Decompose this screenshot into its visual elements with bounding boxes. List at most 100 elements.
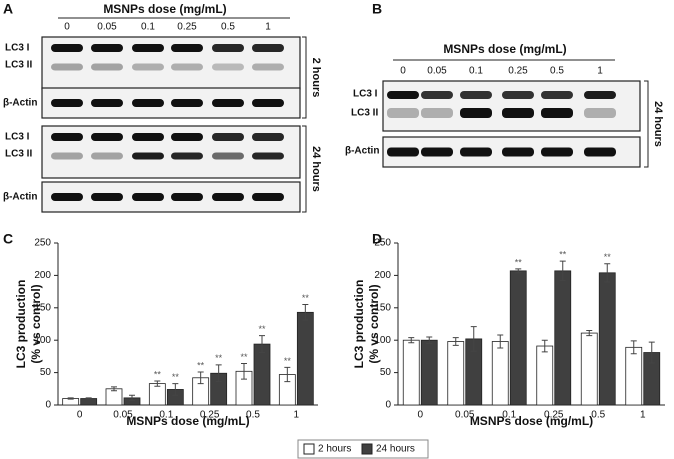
- legend-entry: 2 hours: [318, 444, 351, 455]
- significance: **: [258, 324, 266, 334]
- legend-swatch: [361, 443, 373, 455]
- band: [541, 108, 573, 118]
- time-label: 24 hours: [310, 146, 322, 192]
- band: [212, 152, 244, 160]
- error-bar: [85, 397, 92, 400]
- band: [387, 108, 419, 118]
- band: [171, 63, 203, 71]
- x-tick-label: 0.25: [200, 410, 220, 421]
- band: [91, 99, 123, 107]
- bar: [536, 345, 554, 406]
- error-bar: [604, 263, 611, 283]
- x-tick-label: 0: [77, 410, 83, 421]
- band: [502, 91, 534, 99]
- y-tick-label: 200: [374, 270, 391, 281]
- error-bar: [426, 336, 433, 344]
- band: [421, 147, 453, 157]
- band: [460, 108, 492, 118]
- error-bar: [497, 334, 504, 349]
- x-tick-label: 0.05: [113, 410, 133, 421]
- band: [51, 99, 83, 107]
- significance: **: [240, 352, 248, 362]
- band: [541, 91, 573, 99]
- blot-title: MSNPs dose (mg/mL): [103, 2, 226, 16]
- band: [421, 91, 453, 99]
- band: [387, 91, 419, 99]
- panel-label: D: [372, 231, 382, 247]
- error-bar: [111, 386, 117, 392]
- bar: [447, 341, 465, 406]
- x-axis-label: MSNPs dose (mg/mL): [470, 414, 593, 428]
- row-label: β-Actin: [3, 98, 37, 109]
- y-axis-label: LC3 production: [352, 280, 366, 369]
- panel-label: B: [372, 1, 382, 17]
- x-axis-label: MSNPs dose (mg/mL): [126, 414, 249, 428]
- row-label: LC3 II: [351, 108, 378, 119]
- band: [91, 193, 123, 201]
- band: [91, 152, 123, 160]
- significance: **: [215, 353, 223, 363]
- error-bar: [541, 339, 548, 353]
- significance: **: [559, 250, 567, 260]
- error-bar: [452, 337, 459, 346]
- y-axis-label: (% vs control): [367, 284, 381, 363]
- significance: **: [604, 252, 612, 262]
- error-bar: [302, 304, 309, 321]
- dose-label: 0: [400, 66, 406, 77]
- band: [252, 63, 284, 71]
- band: [51, 193, 83, 201]
- bar: [509, 270, 527, 406]
- bar: [625, 346, 643, 406]
- row-label: β-Actin: [3, 192, 37, 203]
- band: [541, 147, 573, 157]
- band: [212, 63, 244, 71]
- legend-swatch: [303, 443, 315, 455]
- error-bar: [470, 326, 477, 352]
- band: [51, 63, 83, 71]
- band: [252, 44, 284, 52]
- significance: **: [302, 293, 310, 303]
- error-bar: [630, 340, 637, 355]
- band: [387, 147, 419, 157]
- band: [132, 152, 164, 160]
- x-tick-label: 0: [417, 410, 423, 421]
- error-bar: [408, 337, 415, 344]
- band: [584, 147, 616, 157]
- band: [584, 108, 616, 118]
- band: [460, 147, 492, 157]
- x-tick-label: 0.5: [591, 410, 605, 421]
- x-tick-label: 0.05: [455, 410, 475, 421]
- error-bar: [129, 394, 135, 401]
- band: [51, 133, 83, 141]
- y-tick-label: 50: [40, 367, 52, 378]
- x-tick-label: 0.5: [246, 410, 260, 421]
- significance: **: [172, 372, 180, 382]
- bar: [420, 339, 438, 406]
- band: [421, 108, 453, 118]
- band: [132, 63, 164, 71]
- blot-frame: [382, 80, 641, 132]
- error-bar: [172, 383, 179, 396]
- band: [91, 44, 123, 52]
- significance: **: [284, 356, 292, 366]
- bar: [580, 332, 598, 406]
- error-bar: [67, 397, 74, 400]
- bar: [598, 272, 616, 406]
- bar: [253, 343, 271, 406]
- error-bar: [259, 335, 265, 354]
- dose-label: 0.05: [97, 22, 117, 33]
- bracket: [644, 80, 649, 168]
- y-tick-label: 0: [385, 400, 391, 411]
- y-tick-label: 100: [374, 335, 391, 346]
- band: [252, 99, 284, 107]
- dose-label: 0: [64, 22, 70, 33]
- band: [91, 63, 123, 71]
- row-label: LC3 II: [5, 60, 32, 71]
- band: [132, 133, 164, 141]
- bar: [296, 311, 314, 406]
- row-label: LC3 II: [5, 149, 32, 160]
- x-tick-label: 0.25: [544, 410, 564, 421]
- error-bar: [197, 371, 204, 385]
- dose-label: 0.5: [550, 66, 564, 77]
- dose-label: 0.25: [508, 66, 528, 77]
